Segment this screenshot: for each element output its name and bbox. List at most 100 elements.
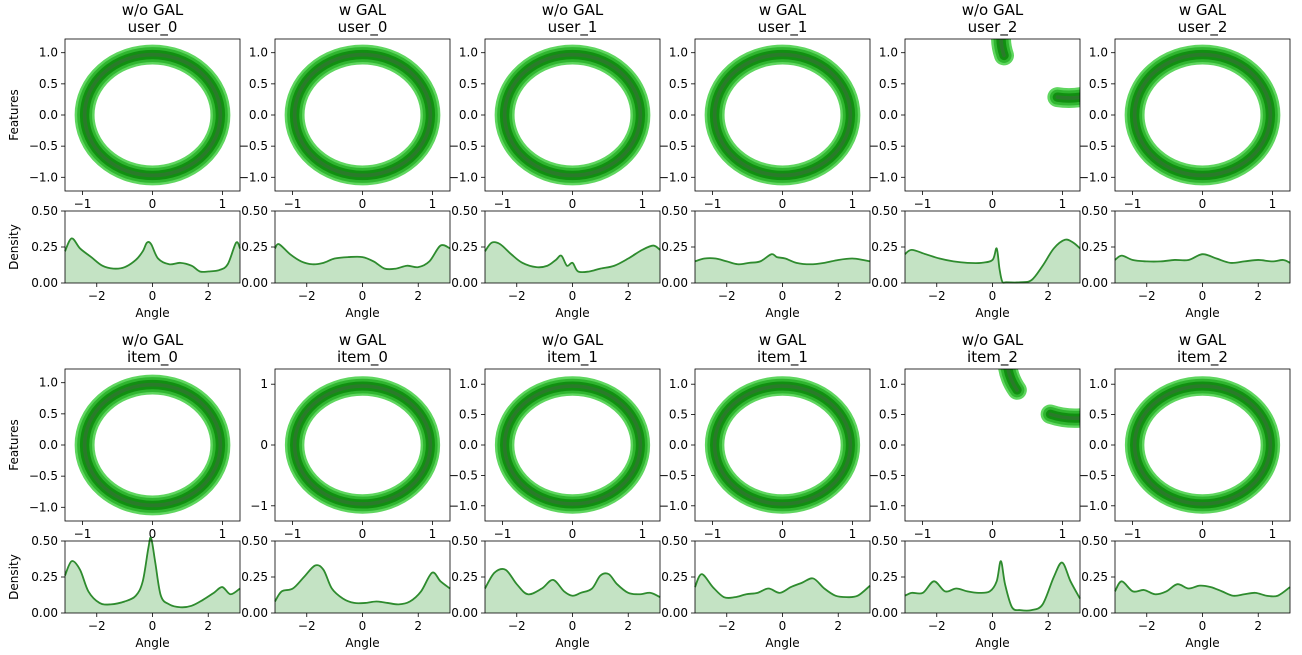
ring-band [1132, 384, 1273, 506]
y-tick-label: 0.0 [1089, 108, 1108, 122]
ring-band [82, 382, 223, 508]
density-area [485, 242, 660, 283]
y-tick-label: 0.5 [39, 77, 58, 91]
y-tick-label: 0.50 [451, 204, 478, 218]
x-tick-label: 2 [204, 619, 212, 633]
density-line [1114, 580, 1291, 598]
x-tick-label: 0 [989, 619, 997, 633]
ring-plot: −1 0 1 −1 0 1 [250, 368, 451, 541]
y-tick-label: 0.00 [241, 606, 268, 620]
y-tick-label: 0.50 [241, 204, 268, 218]
ring-density [494, 44, 651, 186]
y-tick-label: 1.0 [459, 46, 478, 60]
panel-title-line1: w GAL [339, 331, 387, 349]
x-tick-label: −2 [88, 289, 106, 303]
ring-band [1132, 52, 1273, 178]
y-tick-label: −1.0 [449, 499, 478, 513]
density-line [904, 560, 1081, 612]
x-tick-label: 0 [569, 197, 577, 211]
y-tick-label: 0.00 [451, 606, 478, 620]
x-tick-label: 1 [1059, 197, 1067, 211]
density-x-axis-label: Angle [1185, 306, 1219, 320]
panel-title-line1: w GAL [759, 1, 807, 19]
y-tick-label: 0.00 [241, 276, 268, 290]
y-tick-label: 0.00 [451, 276, 478, 290]
y-tick-label: 0.50 [31, 534, 58, 548]
y-tick-label: 1.0 [39, 376, 58, 390]
density-plot: −2 0 2 0.00 0.25 0.50 Angle [1081, 534, 1291, 650]
density-x-axis-label: Angle [1185, 636, 1219, 650]
x-tick-label: −1 [74, 527, 92, 541]
density-area [275, 565, 450, 613]
panel-title-line2: user_2 [1178, 18, 1228, 37]
ring-density [704, 44, 861, 186]
y-tick-label: 0.25 [241, 570, 268, 584]
ring-plot: −1 0 1 −1.0 −0.5 0.0 0.5 1.0 [869, 38, 1081, 211]
x-tick-label: 0 [149, 197, 157, 211]
x-tick-label: 1 [219, 527, 227, 541]
panel-title-line2: item_2 [967, 348, 1018, 367]
y-tick-label: 0.0 [879, 438, 898, 452]
x-tick-label: −2 [718, 619, 736, 633]
density-area [275, 243, 450, 283]
ring-band [1003, 369, 1080, 423]
x-tick-label: 2 [414, 289, 422, 303]
panel-title-line2: user_1 [548, 18, 598, 37]
y-tick-label: 0.50 [661, 534, 688, 548]
y-tick-label: 0.0 [39, 108, 58, 122]
panel-title-line2: user_1 [758, 18, 808, 37]
density-x-axis-label: Angle [135, 636, 169, 650]
ring-band [1006, 369, 1080, 420]
density-line [904, 238, 1081, 284]
ring-plot: −1 0 1 −1.0 −0.5 0.0 0.5 1.0 [449, 368, 661, 541]
x-tick-label: 0 [359, 619, 367, 633]
density-area [695, 254, 870, 283]
y-tick-label: −1 [250, 499, 268, 513]
x-tick-label: 1 [219, 197, 227, 211]
x-tick-label: 2 [834, 289, 842, 303]
density-x-axis-label: Angle [135, 306, 169, 320]
ring-band [502, 52, 643, 178]
x-tick-label: −2 [88, 619, 106, 633]
x-tick-label: 0 [569, 527, 577, 541]
y-tick-label: 0.00 [31, 606, 58, 620]
x-tick-label: 2 [414, 619, 422, 633]
y-tick-label: 1.0 [39, 46, 58, 60]
x-tick-label: 0 [149, 289, 157, 303]
y-tick-label: 1.0 [879, 377, 898, 391]
density-line [1114, 253, 1291, 264]
x-tick-label: 1 [1269, 197, 1277, 211]
x-tick-label: 0 [779, 197, 787, 211]
y-tick-label: −1.0 [1079, 170, 1108, 184]
y-tick-label: 0.0 [459, 108, 478, 122]
y-tick-label: 0.25 [451, 570, 478, 584]
density-line [64, 536, 241, 609]
ring-plot: −1 0 1 −1.0 −0.5 0.0 0.5 1.0 [659, 368, 871, 541]
panel-title-line2: item_0 [127, 348, 178, 367]
x-tick-label: −2 [298, 289, 316, 303]
y-tick-label: 0.25 [241, 240, 268, 254]
y-tick-label: 0.00 [1081, 276, 1108, 290]
ring-density [1124, 376, 1281, 514]
y-tick-label: 0.50 [241, 534, 268, 548]
x-tick-label: 0 [779, 619, 787, 633]
y-tick-label: 0.00 [31, 276, 58, 290]
y-tick-label: −1.0 [29, 170, 58, 184]
y-tick-label: −1.0 [29, 500, 58, 514]
density-x-axis-label: Angle [345, 306, 379, 320]
y-tick-label: 0.0 [879, 108, 898, 122]
ring-band [292, 384, 433, 506]
density-area [65, 238, 240, 283]
y-tick-label: 0.0 [669, 438, 688, 452]
ring-band [712, 52, 853, 178]
x-tick-label: −2 [718, 289, 736, 303]
y-tick-label: −1.0 [449, 170, 478, 184]
x-tick-label: 2 [834, 619, 842, 633]
x-tick-label: 0 [569, 289, 577, 303]
x-tick-label: 1 [849, 527, 857, 541]
y-tick-label: 1 [260, 377, 268, 391]
y-tick-label: 0.50 [451, 534, 478, 548]
